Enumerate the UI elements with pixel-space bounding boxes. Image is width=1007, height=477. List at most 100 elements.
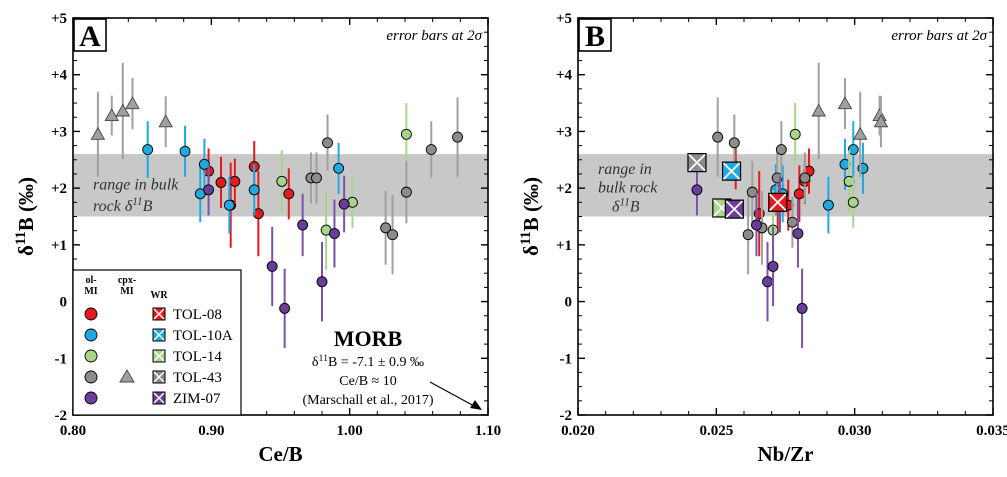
data-point [297, 219, 309, 231]
data-point [425, 144, 437, 156]
panel-letter-box [578, 18, 612, 52]
data-point [847, 196, 859, 208]
data-point [203, 184, 215, 196]
y-axis-label: δ11B (‰) [13, 177, 38, 256]
x-tick-label: 0.80 [60, 423, 86, 439]
legend-ol-mi-marker [84, 307, 98, 321]
legend-wr-cross [153, 371, 165, 383]
data-point [387, 229, 398, 241]
legend-ol-mi-marker [84, 328, 98, 342]
data-point [104, 108, 120, 121]
band-label-line1: range in [598, 161, 652, 178]
data-point [837, 96, 853, 110]
data-point [852, 126, 868, 140]
legend-wr-cross [153, 308, 165, 320]
data-point [229, 175, 241, 187]
data-point [400, 128, 412, 140]
data-point [811, 103, 826, 117]
wr-marker-cross [688, 153, 706, 172]
data-point [329, 228, 340, 239]
data-point [115, 103, 131, 117]
panel-a: range in bulk rock δ11B -2 -1 0 +1 +2 +3 +4 +5 0.8… [13, 11, 501, 466]
legend-cpx-mi-marker [119, 369, 135, 383]
y-tick-label: -1 [560, 351, 573, 367]
data-point [775, 144, 787, 156]
morb-annotation: MORB δ11B = -7.1 ± 0.9 ‰ Ce/B ≈ 10 (Marscha… [302, 326, 482, 410]
series-tol-43-cpx-mi [811, 62, 889, 177]
data-point [333, 162, 345, 174]
morb-boron-value: δ11B = -7.1 ± 0.9 ‰ [312, 353, 424, 371]
panel-letter: A [79, 20, 101, 53]
morb-title: MORB [334, 326, 403, 351]
x-tick-label: 0.90 [198, 423, 224, 439]
y-tick-label: -2 [55, 408, 68, 424]
data-point [792, 228, 804, 239]
legend-wr-cross [153, 329, 165, 341]
data-point [400, 186, 412, 198]
data-point [380, 222, 392, 234]
panel-letter-box [73, 18, 107, 52]
y-tick-label: +2 [556, 181, 572, 197]
wr-marker-cross [725, 200, 743, 218]
data-point [799, 172, 811, 184]
y-tick-label: +2 [51, 181, 67, 197]
data-point [283, 188, 295, 200]
y-tick-label: -1 [55, 351, 68, 367]
x-tick-label: 0.020 [561, 423, 595, 439]
legend-ol-mi-marker [84, 370, 98, 384]
y-tick-label: +3 [556, 124, 572, 140]
data-point [691, 184, 703, 196]
series-zim-07 [203, 164, 350, 349]
data-point [316, 276, 328, 288]
legend-wr-cross [153, 350, 165, 362]
data-point [322, 137, 333, 149]
data-point [125, 96, 140, 110]
data-point [142, 144, 154, 156]
data-point [822, 199, 834, 211]
legend-column-header: ol- [85, 275, 96, 286]
y-tick-label: +4 [556, 68, 573, 84]
y-tick-label: +4 [51, 68, 68, 84]
data-point [728, 137, 740, 149]
y-tick-label: +5 [556, 11, 572, 27]
legend-column-header: MI [120, 286, 133, 297]
data-point [786, 216, 798, 228]
band-label-line1: range in bulk [93, 176, 179, 193]
legend-ol-mi-marker [84, 349, 98, 363]
panel-letter: B [585, 20, 605, 53]
data-point [847, 144, 859, 156]
data-point [248, 184, 260, 196]
data-point [452, 131, 464, 143]
legend-column-header: MI [84, 286, 97, 297]
x-axis-label: Nb/Zr [757, 442, 813, 466]
legend-wr-cross [153, 392, 165, 404]
data-point [751, 219, 762, 231]
data-point [796, 302, 808, 314]
data-point [873, 114, 889, 128]
data-point [90, 126, 106, 140]
y-tick-label: 0 [60, 295, 68, 311]
data-point [266, 260, 278, 272]
legend-sample-label: TOL-14 [173, 349, 222, 365]
data-point [746, 186, 758, 198]
morb-arrow-line [429, 381, 475, 407]
x-tick-label: 0.025 [699, 423, 733, 439]
series-tol-14 [276, 103, 412, 270]
data-point [742, 229, 754, 241]
legend-ol-mi-marker [84, 391, 98, 405]
error-bar-note: error bars at 2σ [891, 28, 987, 44]
data-point [215, 177, 227, 188]
data-point [179, 145, 191, 157]
x-axis-label: Ce/B [258, 442, 302, 466]
legend-box [72, 269, 242, 416]
data-point [223, 199, 235, 211]
x-tick-label: 1.10 [475, 423, 501, 439]
legend-column-header: WR [150, 290, 168, 301]
series-wr [687, 153, 788, 219]
data-point [762, 276, 773, 288]
wr-marker-cross [722, 162, 741, 180]
x-tick-label: 1.00 [337, 423, 363, 439]
legend-sample-label: ZIM-07 [173, 391, 221, 407]
